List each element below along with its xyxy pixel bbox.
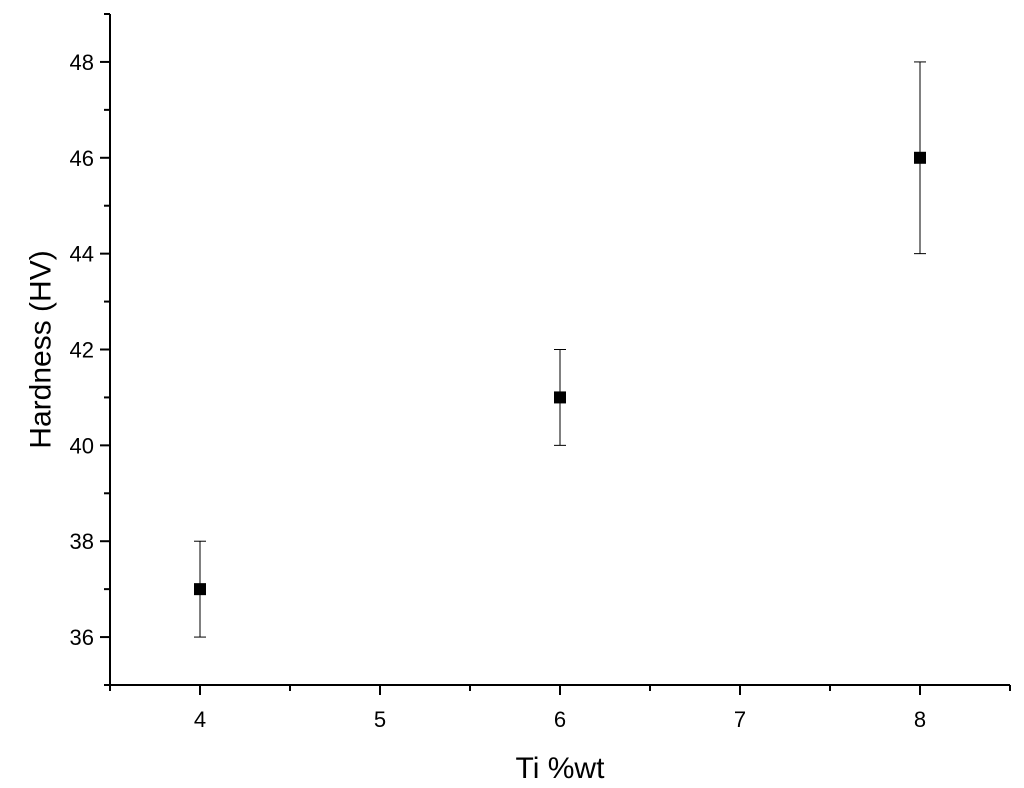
x-tick-label: 4 (194, 707, 206, 732)
data-point (554, 391, 566, 404)
data-point (914, 151, 926, 164)
x-tick-label: 8 (914, 707, 926, 732)
data-point (194, 583, 206, 596)
y-ticks: 36 38 40 42 44 46 48 (70, 13, 110, 686)
y-tick-label: 36 (70, 625, 94, 650)
y-tick-label: 42 (70, 338, 94, 363)
y-tick-label: 44 (70, 242, 94, 267)
x-ticks: 4 5 6 7 8 (109, 685, 1011, 732)
y-tick-label: 38 (70, 529, 94, 554)
data-series (194, 61, 926, 638)
y-tick-label: 48 (70, 50, 94, 75)
y-tick-label: 40 (70, 433, 94, 458)
x-tick-label: 7 (734, 707, 746, 732)
y-tick-label: 46 (70, 146, 94, 171)
x-axis-label: Ti %wt (516, 752, 606, 785)
x-tick-label: 5 (374, 707, 386, 732)
x-tick-label: 6 (554, 707, 566, 732)
y-axis-label: Hardness (HV) (25, 250, 58, 448)
